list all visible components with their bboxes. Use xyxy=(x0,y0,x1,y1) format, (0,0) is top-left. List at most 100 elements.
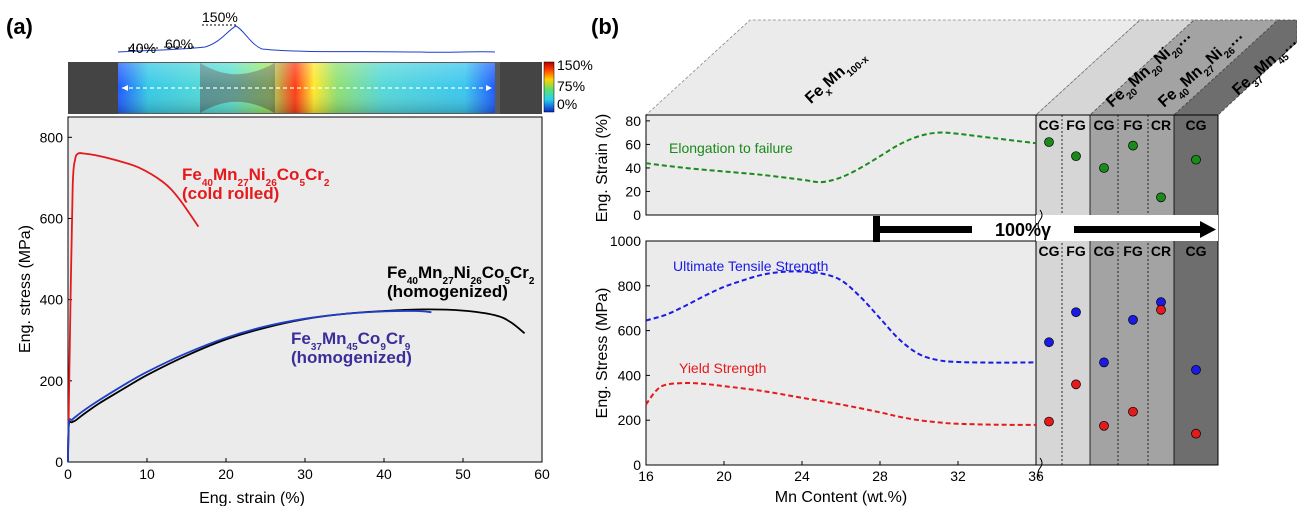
data-point xyxy=(1071,307,1081,318)
cell-label-cg: CG xyxy=(1094,243,1115,259)
data-point xyxy=(1099,163,1109,173)
gamma-arrow xyxy=(873,216,1216,242)
strain-pct-40: 40% xyxy=(128,40,156,56)
x-tick-label: 50 xyxy=(455,466,471,482)
plot-b-bottom-ylabel: Eng. Stress (MPa) xyxy=(594,288,611,419)
y-tick-label: 400 xyxy=(40,292,64,308)
plot-a-ylabel: Eng. stress (MPa) xyxy=(17,225,34,353)
data-point xyxy=(1071,151,1081,162)
data-point xyxy=(1128,406,1138,417)
data-point xyxy=(1156,192,1166,203)
column-header-boxes xyxy=(644,19,1297,116)
axis-break-top xyxy=(1037,209,1043,231)
y-tick-label: 800 xyxy=(40,129,64,145)
panel-b-label: (b) xyxy=(591,14,619,39)
cell-label-cg: CG xyxy=(1186,243,1207,259)
x-tick-label: 28 xyxy=(872,468,888,484)
y-tick-label: 0 xyxy=(633,207,641,223)
series-line-0 xyxy=(67,152,200,463)
plot-b-top-frame xyxy=(645,114,1037,216)
x-tick-label: 32 xyxy=(950,468,966,484)
x-tick-label: 20 xyxy=(716,468,732,484)
y-tick-label: 60 xyxy=(625,136,641,152)
cell-label-fg: FG xyxy=(1123,117,1143,133)
annotation-cold-rolled-state: (cold rolled) xyxy=(182,184,279,203)
plot-b-xlabel: Mn Content (wt.%) xyxy=(775,489,907,506)
y-tick-label: 0 xyxy=(633,457,641,473)
y-tick-label: 200 xyxy=(618,412,642,428)
plot-b-top-ylabel: Eng. Strain (%) xyxy=(594,114,611,222)
y-tick-label: 1000 xyxy=(610,233,641,249)
gamma-label: 100%γ xyxy=(995,220,1051,240)
x-tick-label: 30 xyxy=(297,466,313,482)
y-tick-label: 200 xyxy=(40,373,64,389)
annotation-cold-rolled-formula: Fe40Mn27Ni26Co5Cr2 xyxy=(182,165,330,189)
x-tick-label: 0 xyxy=(64,466,72,482)
cell-label-cr: CR xyxy=(1151,243,1171,259)
data-point xyxy=(1128,140,1138,151)
processing-cell-labels: CG FG CG FG CR CG CG FG CG FG CR CG xyxy=(1039,117,1207,259)
alloy-column-backgrounds xyxy=(1035,114,1219,466)
data-point xyxy=(1044,337,1054,348)
cell-label-cg: CG xyxy=(1186,117,1207,133)
strain-pct-60: 60% xyxy=(165,36,193,52)
y-tick-label: 800 xyxy=(618,278,642,294)
y-tick-label: 600 xyxy=(40,210,64,226)
panel-a-label: (a) xyxy=(6,14,33,39)
data-point xyxy=(1071,379,1081,390)
x-tick-label: 40 xyxy=(376,466,392,482)
x-tick-label: 10 xyxy=(139,466,155,482)
x-tick-label: 60 xyxy=(534,466,550,482)
annotation-fe37-formula: Fe37Mn45Co9Cr9 xyxy=(291,329,411,353)
axis-break-bottom xyxy=(1037,457,1043,479)
series-label-elongation: Elongation to failure xyxy=(669,140,793,156)
colorbar xyxy=(543,61,555,113)
series-label-yield: Yield Strength xyxy=(679,360,766,376)
plot-a-xlabel: Eng. strain (%) xyxy=(199,490,305,506)
elongation-plot: 0 20 40 60 80 xyxy=(625,113,1037,223)
x-tick-label: 24 xyxy=(794,468,810,484)
x-tick-label: 36 xyxy=(1028,468,1044,484)
plot-b-bottom-frame xyxy=(645,240,1037,466)
colorbar-tick-max: 150% xyxy=(557,57,593,73)
series-line-2 xyxy=(67,310,432,463)
data-point xyxy=(1191,154,1201,165)
y-tick-label: 0 xyxy=(55,454,63,470)
data-point xyxy=(1128,314,1138,325)
cell-label-fg: FG xyxy=(1066,117,1086,133)
series-line-0 xyxy=(645,270,1037,364)
cell-label-cg: CG xyxy=(1039,243,1060,259)
y-tick-label: 80 xyxy=(625,113,641,129)
annotation-fe37-state: (homogenized) xyxy=(291,348,412,367)
data-point xyxy=(1191,428,1201,439)
plot-a-frame xyxy=(67,116,543,463)
data-point xyxy=(1044,137,1054,147)
dic-specimen-image xyxy=(68,62,542,114)
y-tick-label: 400 xyxy=(618,367,642,383)
series-label-uts: Ultimate Tensile Strength xyxy=(673,258,828,274)
strain-pct-150: 150% xyxy=(202,9,238,25)
stress-plot: 0 200 400 600 800 1000 16 20 24 28 32 36 xyxy=(610,233,1044,484)
y-tick-label: 20 xyxy=(625,183,641,199)
cell-label-cg: CG xyxy=(1094,117,1115,133)
annotation-homog-fe40-formula: Fe40Mn27Ni26Co5Cr2 xyxy=(387,263,535,287)
series-line-0 xyxy=(645,131,1037,184)
y-tick-label: 600 xyxy=(618,323,642,339)
data-point xyxy=(1156,304,1166,315)
x-tick-label: 20 xyxy=(218,466,234,482)
series-line-1 xyxy=(645,381,1037,426)
cell-label-fg: FG xyxy=(1066,243,1086,259)
data-point xyxy=(1044,416,1054,427)
cell-label-fg: FG xyxy=(1123,243,1143,259)
x-tick-label: 16 xyxy=(638,468,654,484)
colorbar-tick-mid: 75% xyxy=(557,78,585,94)
annotation-homog-fe40-state: (homogenized) xyxy=(387,282,508,301)
cell-label-cg: CG xyxy=(1039,117,1060,133)
data-point xyxy=(1099,357,1109,368)
colorbar-tick-min: 0% xyxy=(557,96,577,112)
y-tick-label: 40 xyxy=(625,160,641,176)
cell-label-cr: CR xyxy=(1151,117,1171,133)
data-point xyxy=(1099,420,1109,431)
